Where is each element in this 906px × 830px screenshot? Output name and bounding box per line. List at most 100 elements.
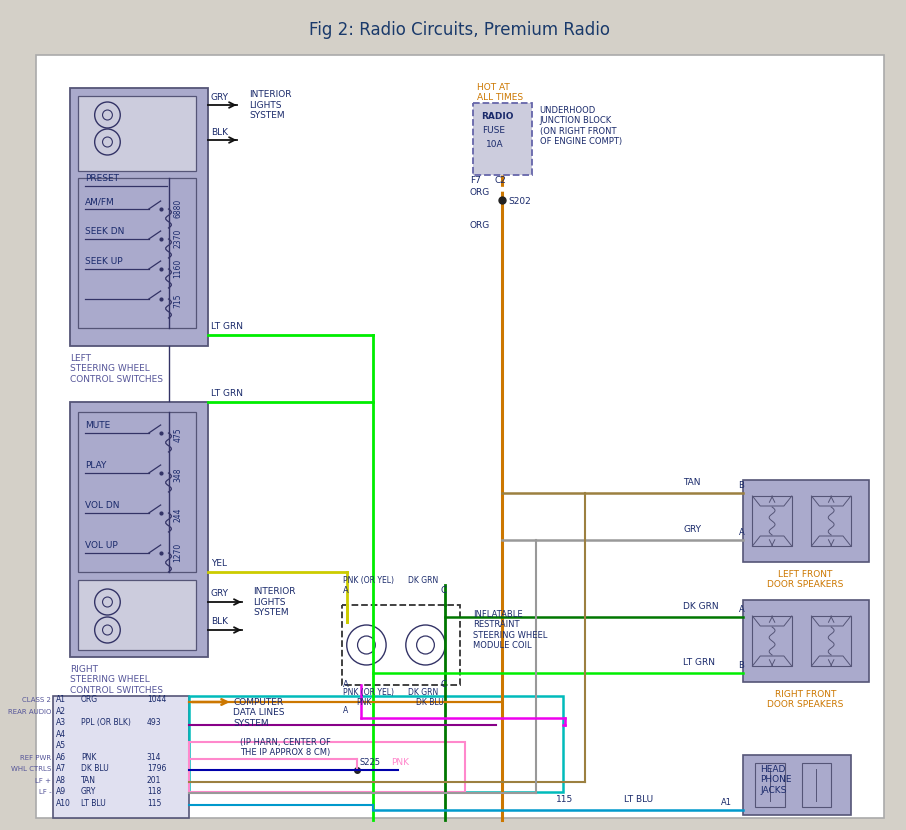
Text: 1796: 1796 (147, 764, 166, 773)
Bar (756, 763, 785, 807)
Bar (53, 696, 189, 818)
Bar (743, 755, 851, 815)
Text: 475: 475 (173, 427, 182, 442)
Text: PNK: PNK (391, 758, 409, 767)
Text: LT GRN: LT GRN (683, 658, 716, 667)
Text: INTERIOR
LIGHTS
SYSTEM: INTERIOR LIGHTS SYSTEM (249, 90, 292, 120)
Text: REAR AUDIO: REAR AUDIO (8, 709, 52, 715)
Text: ORG: ORG (470, 221, 490, 230)
Bar (752, 496, 792, 546)
Text: 1160: 1160 (173, 259, 182, 278)
Text: PNK (OR YEL): PNK (OR YEL) (342, 576, 394, 585)
Text: 2370: 2370 (173, 228, 182, 248)
Bar (78, 178, 196, 328)
Text: INTERIOR
LIGHTS
SYSTEM: INTERIOR LIGHTS SYSTEM (253, 587, 295, 617)
Bar (802, 763, 831, 807)
Text: VOL DN: VOL DN (85, 501, 120, 510)
Text: DK BLU: DK BLU (81, 764, 109, 773)
Text: 348: 348 (173, 467, 182, 482)
Bar (70, 402, 207, 657)
Text: C: C (440, 586, 446, 595)
Text: Fig 2: Radio Circuits, Premium Radio: Fig 2: Radio Circuits, Premium Radio (310, 21, 611, 39)
Text: LT BLU: LT BLU (624, 795, 653, 804)
Text: A2: A2 (56, 706, 66, 715)
Text: SEEK DN: SEEK DN (85, 227, 124, 236)
Text: 10A: 10A (486, 140, 503, 149)
Text: MUTE: MUTE (85, 421, 110, 430)
Text: HEAD
PHONE
JACKS: HEAD PHONE JACKS (760, 765, 792, 795)
Bar (473, 103, 532, 175)
Text: REF PWR: REF PWR (20, 754, 52, 760)
Text: A5: A5 (56, 741, 66, 750)
Text: TAN: TAN (683, 478, 701, 487)
Text: LT BLU: LT BLU (81, 798, 106, 808)
Text: BLK: BLK (211, 128, 227, 137)
Text: A10: A10 (56, 798, 72, 808)
Text: A8: A8 (56, 775, 66, 784)
Text: DK BLU: DK BLU (416, 698, 443, 707)
Text: DK GRN: DK GRN (408, 576, 438, 585)
Text: F7: F7 (470, 176, 481, 185)
Text: A: A (342, 586, 349, 595)
Text: TAN: TAN (81, 775, 96, 784)
Text: WHL CTRLS: WHL CTRLS (11, 766, 52, 772)
Bar (78, 96, 196, 171)
Text: PPL (OR BLK): PPL (OR BLK) (81, 718, 130, 727)
Bar (70, 88, 207, 346)
Text: S225: S225 (360, 758, 381, 767)
Text: HOT AT: HOT AT (477, 83, 509, 92)
Text: GRY: GRY (211, 589, 229, 598)
Text: UNDERHOOD
JUNCTION BLOCK
(ON RIGHT FRONT
OF ENGINE COMPT): UNDERHOOD JUNCTION BLOCK (ON RIGHT FRONT… (540, 106, 622, 146)
Text: ALL TIMES: ALL TIMES (477, 93, 523, 102)
Text: PNK (OR YEL): PNK (OR YEL) (342, 688, 394, 697)
Text: 201: 201 (147, 775, 161, 784)
Bar (812, 496, 851, 546)
Text: LEFT FRONT
DOOR SPEAKERS: LEFT FRONT DOOR SPEAKERS (767, 570, 843, 589)
Text: A9: A9 (56, 787, 66, 796)
Text: 115: 115 (555, 795, 573, 804)
Text: DK GRN: DK GRN (408, 688, 438, 697)
Bar (752, 616, 792, 666)
Text: VOL UP: VOL UP (85, 541, 118, 550)
Text: 1270: 1270 (173, 543, 182, 562)
Text: A4: A4 (56, 730, 66, 739)
Text: INFLATABLE
RESTRAINT
STEERING WHEEL
MODULE COIL: INFLATABLE RESTRAINT STEERING WHEEL MODU… (473, 610, 547, 650)
Text: PRESET: PRESET (85, 174, 119, 183)
Text: GRY: GRY (683, 525, 701, 534)
Text: A: A (738, 605, 745, 614)
Text: B: B (738, 661, 745, 670)
Text: LEFT
STEERING WHEEL
CONTROL SWITCHES: LEFT STEERING WHEEL CONTROL SWITCHES (70, 354, 163, 383)
Text: GRY: GRY (211, 93, 229, 102)
Text: LF -: LF - (39, 789, 52, 795)
Text: 6880: 6880 (173, 198, 182, 218)
Text: B: B (738, 481, 745, 490)
Bar (743, 600, 869, 682)
Bar (189, 696, 564, 792)
Text: A1: A1 (721, 798, 732, 807)
Text: A3: A3 (56, 718, 66, 727)
Text: 1044: 1044 (147, 695, 166, 704)
Text: FUSE: FUSE (483, 126, 506, 135)
Text: 115: 115 (147, 798, 161, 808)
Text: PNK: PNK (81, 753, 96, 761)
Text: RIGHT FRONT
DOOR SPEAKERS: RIGHT FRONT DOOR SPEAKERS (767, 690, 843, 710)
Text: LF +: LF + (35, 778, 52, 784)
Text: LT GRN: LT GRN (211, 389, 243, 398)
Text: YEL: YEL (211, 559, 226, 568)
Text: PNK: PNK (357, 698, 372, 707)
Bar (812, 616, 851, 666)
Text: (IP HARN, CENTER OF
THE IP APPROX 8 CM): (IP HARN, CENTER OF THE IP APPROX 8 CM) (240, 738, 332, 758)
Text: A: A (342, 680, 349, 689)
Text: 118: 118 (147, 787, 161, 796)
Text: BLK: BLK (211, 617, 227, 626)
Bar (743, 480, 869, 562)
Text: RIGHT
STEERING WHEEL
CONTROL SWITCHES: RIGHT STEERING WHEEL CONTROL SWITCHES (70, 665, 163, 695)
Bar (78, 412, 196, 572)
Bar (78, 580, 196, 650)
Text: AM/FM: AM/FM (85, 197, 114, 206)
Text: COMPUTER
DATA LINES
SYSTEM: COMPUTER DATA LINES SYSTEM (234, 698, 285, 728)
Text: A1: A1 (56, 695, 66, 704)
Text: A: A (342, 706, 348, 715)
Bar (342, 605, 460, 685)
Text: RADIO: RADIO (481, 112, 513, 121)
